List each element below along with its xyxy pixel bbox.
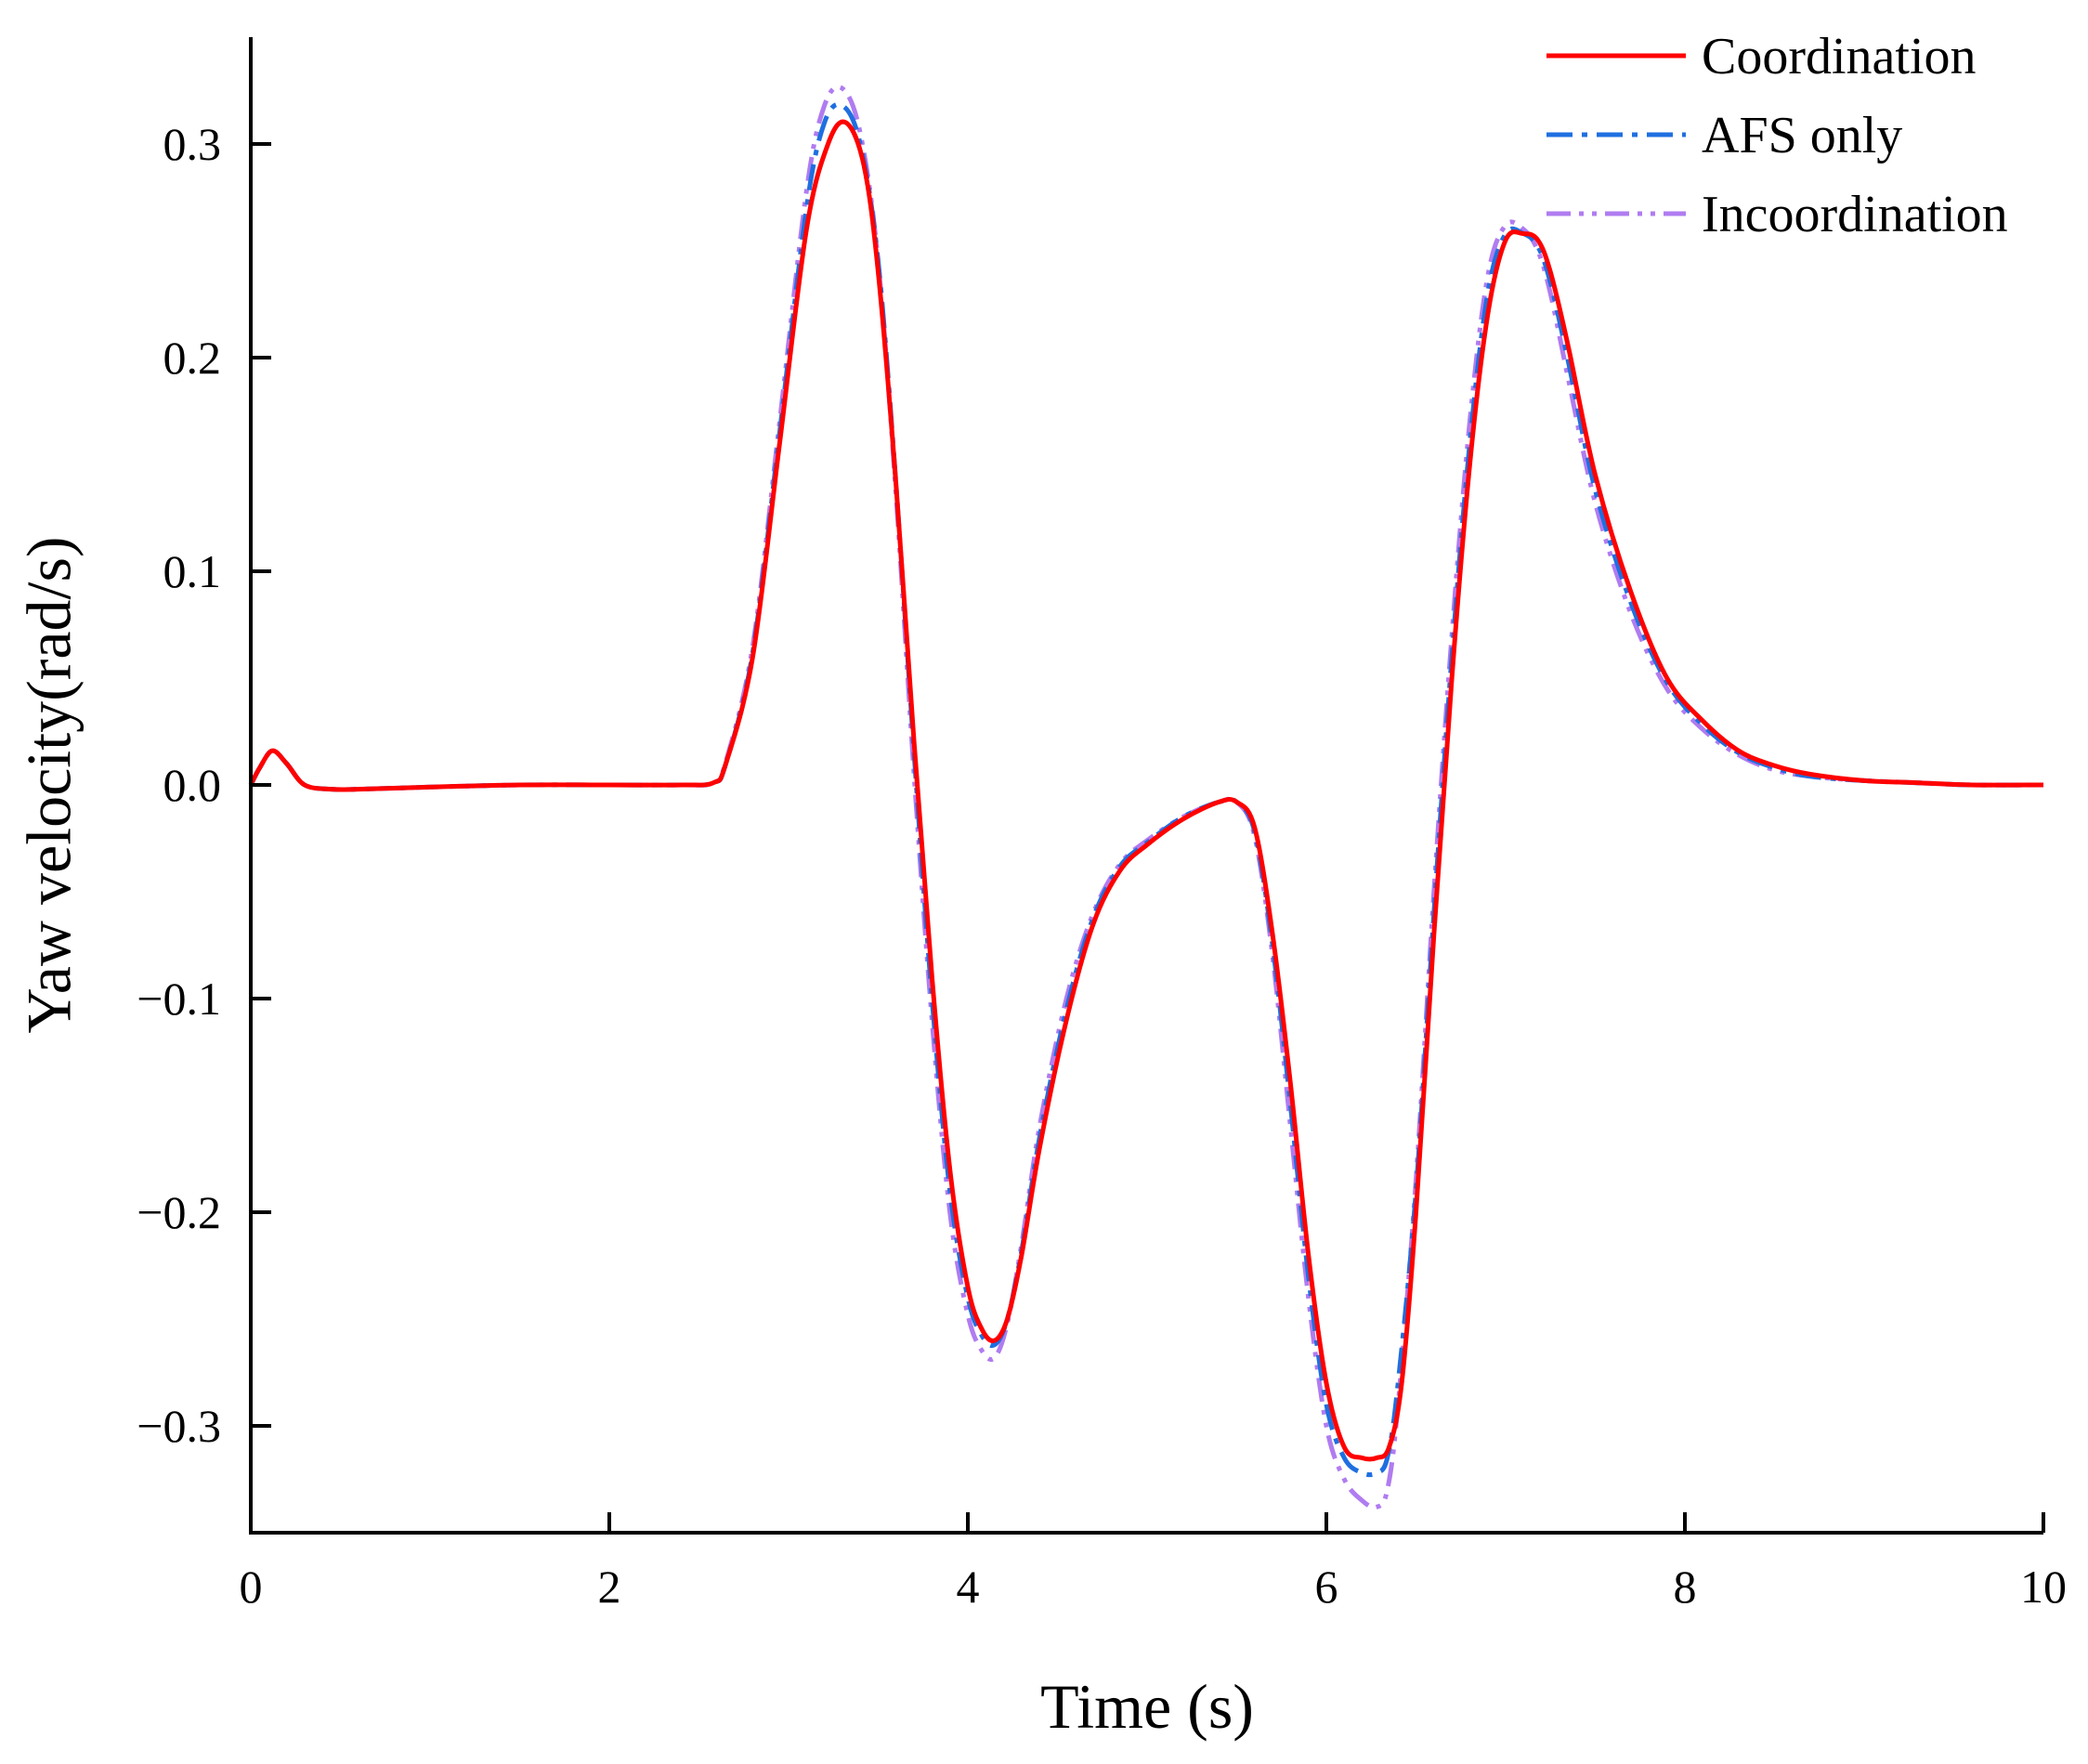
y-ticks: −0.3 −0.2 −0.1 0.0 0.1 0.2 0.3 (137, 118, 271, 1452)
series-layer (248, 84, 2044, 1510)
legend-label: Coordination (1702, 28, 1977, 85)
legend-label: AFS only (1702, 107, 1902, 164)
axes: 0 2 4 6 8 10 −0.3 −0.2 −0.1 0.0 0.1 0.2 0.3 (137, 37, 2067, 1613)
series-line-incoordination (248, 84, 2044, 1510)
y-axis-title: Yaw velocity(rad/s) (14, 536, 85, 1033)
y-tick-label: −0.3 (137, 1400, 221, 1452)
y-tick-label: 0.2 (163, 332, 222, 384)
x-tick-label: 10 (2020, 1561, 2067, 1613)
x-axis-title: Time (s) (1040, 1671, 1254, 1742)
legend-label: Incoordination (1702, 186, 2008, 243)
legend: Coordination AFS only Incoordination (1546, 28, 2008, 243)
x-tick-label: 4 (957, 1561, 980, 1613)
x-tick-label: 2 (598, 1561, 621, 1613)
series-line-afs-only (248, 101, 2044, 1478)
x-tick-label: 6 (1315, 1561, 1338, 1613)
y-tick-label: −0.1 (137, 973, 221, 1025)
y-tick-label: −0.2 (137, 1186, 221, 1238)
x-tick-label: 0 (240, 1561, 263, 1613)
x-ticks: 0 2 4 6 8 10 (240, 1512, 2067, 1613)
series-line-coordination (248, 119, 2044, 1462)
x-tick-label: 8 (1674, 1561, 1697, 1613)
y-tick-label: 0.1 (163, 545, 222, 597)
y-tick-label: 0.0 (163, 759, 222, 811)
y-tick-label: 0.3 (163, 118, 222, 170)
